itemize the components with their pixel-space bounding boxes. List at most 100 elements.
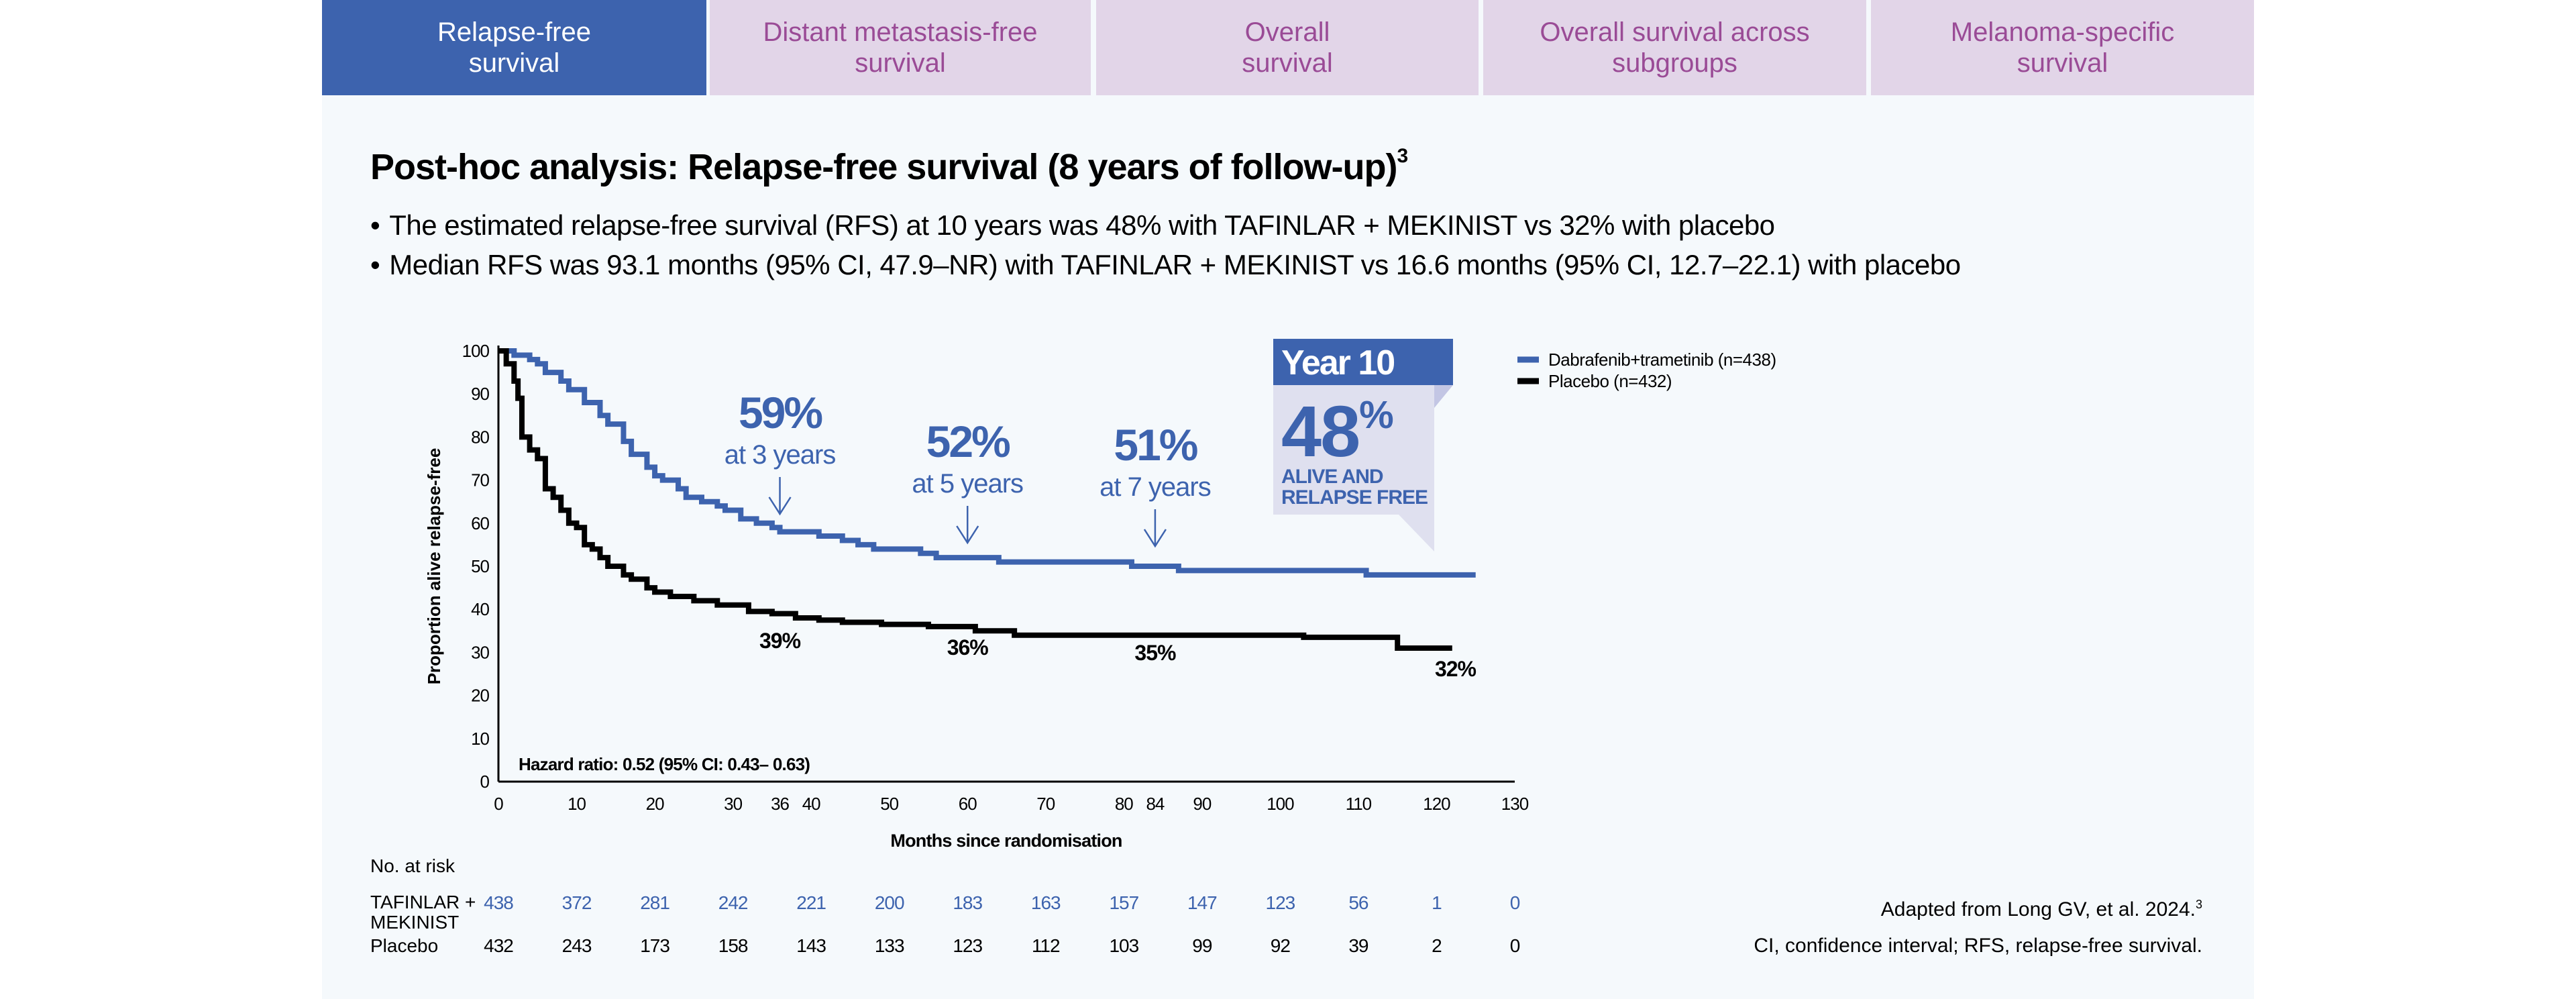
title-reference: 3 [1397, 145, 1408, 167]
arrow-head-icon [956, 525, 979, 545]
x-tick-label: 110 [1346, 794, 1372, 814]
risk-cell: 157 [1109, 892, 1138, 913]
x-tick-label: 130 [1501, 794, 1529, 814]
risk-cell: 163 [1031, 892, 1061, 913]
callout-body [1273, 385, 1434, 551]
annotation-label: at 5 years [912, 469, 1023, 498]
risk-cell: 0 [1510, 935, 1520, 956]
placebo-annotation: 32% [1435, 657, 1477, 681]
risk-cell: 281 [640, 892, 669, 913]
annotation-value: 52% [926, 417, 1010, 466]
legend: Dabrafenib+trametinib (n=438) Placebo (n… [1517, 350, 1776, 391]
risk-cell: 2 [1432, 935, 1442, 956]
callout-value-unit: % [1359, 393, 1393, 437]
callout-fold [1434, 385, 1453, 408]
placebo-annotation: 36% [947, 635, 989, 660]
y-tick-label: 40 [471, 599, 489, 619]
tab-overall-survival-subgroups[interactable]: Overall survival across subgroups [1483, 0, 1866, 95]
risk-cell: 243 [562, 935, 592, 956]
risk-cell: 432 [484, 935, 513, 956]
callout-value: 48% [1281, 390, 1393, 472]
callout-line1: ALIVE AND [1281, 466, 1383, 488]
y-tick-label: 70 [471, 470, 489, 490]
callout-header [1273, 339, 1453, 385]
y-tick-label: 10 [471, 729, 489, 749]
bullet-rfs-10-years: The estimated relapse-free survival (RFS… [370, 209, 1775, 242]
placebo-annotation: 35% [1134, 641, 1176, 665]
arrow-head-icon [768, 496, 792, 516]
risk-cell: 242 [718, 892, 748, 913]
x-tick-label: 90 [1193, 794, 1211, 814]
x-tick-label: 50 [880, 794, 898, 814]
x-tick-label: 36 [771, 794, 789, 814]
bullet-median-rfs: Median RFS was 93.1 months (95% CI, 47.9… [370, 249, 1961, 281]
x-tick-label: 0 [494, 794, 503, 814]
callout-value-number: 48 [1281, 390, 1359, 472]
risk-cell: 143 [796, 935, 826, 956]
risk-cell: 99 [1192, 935, 1212, 956]
risk-cell: 1 [1432, 892, 1442, 913]
risk-cell: 221 [796, 892, 826, 913]
risk-cell: 133 [875, 935, 904, 956]
tab-melanoma-specific-survival[interactable]: Melanoma-specific survival [1871, 0, 2254, 95]
risk-cell: 56 [1348, 892, 1368, 913]
risk-cell: 173 [640, 935, 669, 956]
risk-cell: 147 [1187, 892, 1217, 913]
annotation-label: at 7 years [1099, 472, 1211, 502]
x-axis-title: Months since randomisation [890, 831, 1122, 851]
title-text: Post-hoc analysis: Relapse-free survival… [370, 147, 1397, 187]
x-tick-label: 70 [1036, 794, 1055, 814]
page-title: Post-hoc analysis: Relapse-free survival… [370, 145, 1408, 188]
y-tick-label: 90 [471, 384, 489, 404]
placebo-annotation: 39% [759, 629, 801, 653]
risk-cell: 200 [875, 892, 904, 913]
y-tick-label: 30 [471, 642, 489, 662]
placebo-curve [498, 348, 1452, 651]
annotation-value: 51% [1114, 420, 1197, 470]
risk-cell: 158 [718, 935, 748, 956]
x-tick-label: 120 [1423, 794, 1450, 814]
risk-cell: 112 [1032, 935, 1060, 956]
legend-label-placebo: Placebo (n=432) [1548, 371, 1672, 391]
risk-cell: 123 [1266, 892, 1295, 913]
x-tick-label: 80 [1115, 794, 1133, 814]
x-tick-label: 30 [724, 794, 742, 814]
dabrafenib-trametinib-curve [498, 348, 1476, 578]
tab-distant-metastasis-free-survival[interactable]: Distant metastasis-free survival [710, 0, 1091, 95]
x-tick-label: 60 [959, 794, 977, 814]
annotation-label: at 3 years [724, 440, 836, 470]
y-tick-label: 60 [471, 513, 489, 533]
x-tick-label: 84 [1146, 794, 1164, 814]
source-text: Adapted from Long GV, et al. 2024. [1880, 898, 2196, 921]
y-tick-label: 20 [471, 686, 489, 706]
y-axis-title: Proportion alive relapse-free [424, 448, 444, 685]
y-tick-label: 100 [462, 341, 490, 361]
risk-cell: 438 [484, 892, 513, 913]
risk-cell: 372 [562, 892, 592, 913]
hazard-ratio: Hazard ratio: 0.52 (95% CI: 0.43– 0.63) [519, 754, 810, 774]
tab-relapse-free-survival[interactable]: Relapse-free survival [322, 0, 706, 95]
x-tick-label: 20 [646, 794, 664, 814]
legend-label-dabrafenib: Dabrafenib+trametinib (n=438) [1548, 350, 1776, 370]
risk-cell: 39 [1348, 935, 1368, 956]
risk-cell: 92 [1271, 935, 1291, 956]
year-10-callout: Year 10 48% ALIVE AND RELAPSE FREE [1273, 339, 1453, 551]
x-tick-label: 10 [568, 794, 586, 814]
abbreviations-footnote: CI, confidence interval; RFS, relapse-fr… [1754, 935, 2202, 957]
risk-cell: 183 [953, 892, 982, 913]
x-tick-label: 40 [802, 794, 820, 814]
y-tick-label: 0 [480, 772, 490, 792]
tab-overall-survival[interactable]: Overall survival [1096, 0, 1479, 95]
annotation-value: 59% [739, 388, 822, 437]
callout-line2: RELAPSE FREE [1281, 486, 1428, 509]
arrow-head-icon [1143, 529, 1167, 548]
risk-cell: 123 [953, 935, 982, 956]
risk-cell: 0 [1510, 892, 1520, 913]
y-tick-label: 80 [471, 427, 489, 447]
risk-row-label-placebo: Placebo [370, 935, 439, 956]
callout-header-text: Year 10 [1281, 344, 1394, 382]
y-tick-label: 50 [471, 556, 489, 576]
x-tick-label: 100 [1267, 794, 1294, 814]
risk-row-label-tafinlar-mekinist: TAFINLAR + MEKINIST [370, 892, 476, 933]
